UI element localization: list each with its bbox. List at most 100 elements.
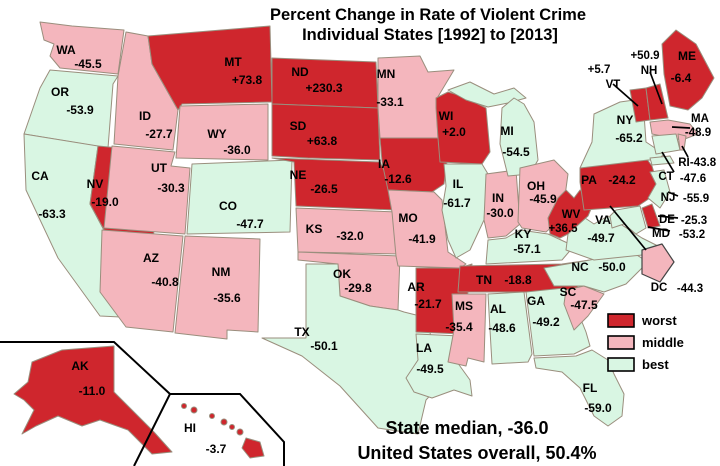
legend-swatch-middle <box>607 335 635 350</box>
state-shape-mi-lower <box>499 97 539 177</box>
state-abbr-az: AZ <box>143 251 159 265</box>
legend-swatch-worst <box>607 313 635 328</box>
state-shape-mt <box>147 25 273 111</box>
legend-label-middle: middle <box>642 335 684 350</box>
callout-line-ct <box>661 151 675 173</box>
state-abbr-tx: TX <box>294 325 309 339</box>
state-value-va: -49.7 <box>587 231 615 245</box>
state-labels: WA -45.5 OR -53.9 CA -63.3 NV -19.0 ID -… <box>31 43 716 456</box>
state-abbr-wi: WI <box>439 109 454 123</box>
state-abbr-va: VA <box>595 213 611 227</box>
callout-line-de <box>657 215 679 219</box>
state-abbr-sc: SC <box>560 285 577 299</box>
state-abbr-ar: AR <box>407 280 425 294</box>
state-value-de: -25.3 <box>681 215 707 227</box>
state-value-ct: -47.6 <box>680 173 706 185</box>
state-shape-ut <box>103 145 191 235</box>
state-abbr-ok: OK <box>333 267 351 281</box>
state-abbr-nc: NC <box>571 260 589 274</box>
state-value-ok: -29.8 <box>344 281 372 295</box>
state-abbr-nm: NM <box>212 265 231 279</box>
state-value-ak: -11.0 <box>79 384 106 398</box>
state-value-az: -40.8 <box>151 275 179 289</box>
state-value-nj: -55.9 <box>683 193 709 205</box>
state-abbr-mn: MN <box>377 67 396 81</box>
footer-us-overall: United States overall, 50.4% <box>357 443 596 463</box>
state-shape-co <box>186 159 293 235</box>
state-shape-ak <box>13 345 173 455</box>
state-abbr-de: DE <box>659 214 675 226</box>
state-value-or: -53.9 <box>66 103 94 117</box>
state-abbr-ma: MA <box>691 113 709 125</box>
alaska-inset-border <box>0 341 172 466</box>
state-abbr-id: ID <box>139 109 151 123</box>
state-value-vt: +5.7 <box>588 64 611 76</box>
state-abbr-in: IN <box>492 191 504 205</box>
state-shape-hi-island-5 <box>229 424 235 430</box>
state-value-wa: -45.5 <box>74 57 102 71</box>
legend-label-best: best <box>642 357 669 372</box>
state-value-md: -53.2 <box>679 229 705 241</box>
callout-line-md <box>647 226 671 232</box>
state-abbr-ca: CA <box>31 169 49 183</box>
chart-title-line2: Individual States [1992] to [2013] <box>302 26 558 44</box>
hawaii-inset-border <box>170 393 285 466</box>
state-shape-nj <box>647 169 671 209</box>
state-value-nm: -35.6 <box>213 291 241 305</box>
state-abbr-wy: WY <box>207 127 226 141</box>
state-abbr-co: CO <box>219 199 237 213</box>
state-value-ca: -63.3 <box>38 207 66 221</box>
state-shape-ny-long-island <box>649 155 675 166</box>
state-value-ne: -26.5 <box>310 182 338 196</box>
state-value-ms: -35.4 <box>445 320 473 334</box>
state-value-fl: -59.0 <box>584 401 612 415</box>
state-shape-dc-enlarged <box>641 243 675 283</box>
state-abbr-ga: GA <box>527 294 545 308</box>
state-abbr-ms: MS <box>455 299 473 313</box>
state-value-ar: -21.7 <box>414 297 442 311</box>
state-value-oh: -45.9 <box>529 192 557 206</box>
state-abbr-or: OR <box>51 85 69 99</box>
state-abbr-ut: UT <box>151 161 168 175</box>
state-value-me: -6.4 <box>671 71 692 85</box>
state-abbr-pa: PA <box>581 173 597 187</box>
state-value-sd: +63.8 <box>307 134 338 148</box>
state-shape-mi-upper <box>447 81 527 108</box>
state-shapes <box>13 21 715 459</box>
callout-line-vt <box>612 83 639 107</box>
state-abbr-dc: DC <box>651 282 668 294</box>
state-value-sc: -47.5 <box>570 298 598 312</box>
state-abbr-hi: HI <box>184 421 196 435</box>
state-value-nv: -19.0 <box>91 195 119 209</box>
legend: worst middle best <box>607 313 684 372</box>
state-abbr-la: LA <box>416 341 432 355</box>
state-shape-ky <box>485 229 575 265</box>
state-value-ia: -12.6 <box>384 172 412 186</box>
state-value-pa: -24.2 <box>608 173 636 187</box>
state-value-nc: -50.0 <box>598 260 626 274</box>
state-abbr-me: ME <box>678 49 696 63</box>
state-abbr-wv: WV <box>562 209 581 221</box>
state-abbr-sd: SD <box>290 119 307 133</box>
state-abbr-nd: ND <box>291 65 309 79</box>
state-value-ny: -65.2 <box>615 131 643 145</box>
state-shape-me <box>661 29 715 111</box>
state-abbr-ri: RI <box>678 157 690 169</box>
state-abbr-oh: OH <box>527 179 545 193</box>
state-value-wi: +2.0 <box>442 125 466 139</box>
state-value-la: -49.5 <box>416 362 444 376</box>
state-shape-md <box>609 205 647 235</box>
state-shape-hi-island-3 <box>209 413 215 419</box>
state-shape-al <box>487 291 533 365</box>
state-abbr-wa: WA <box>56 43 76 57</box>
state-shape-hi-island-4 <box>220 418 228 426</box>
state-value-mi: -54.5 <box>502 145 530 159</box>
state-value-ma: -48.9 <box>685 127 711 139</box>
chart-title-line1: Percent Change in Rate of Violent Crime <box>270 6 586 24</box>
state-abbr-vt: VT <box>606 79 621 91</box>
state-shape-wa <box>39 21 125 75</box>
state-value-ky: -57.1 <box>513 242 541 256</box>
state-abbr-ak: AK <box>71 359 89 373</box>
